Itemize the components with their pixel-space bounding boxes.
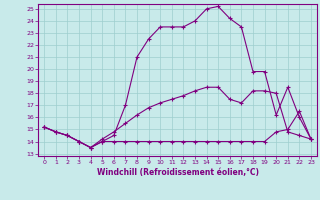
X-axis label: Windchill (Refroidissement éolien,°C): Windchill (Refroidissement éolien,°C) <box>97 168 259 177</box>
